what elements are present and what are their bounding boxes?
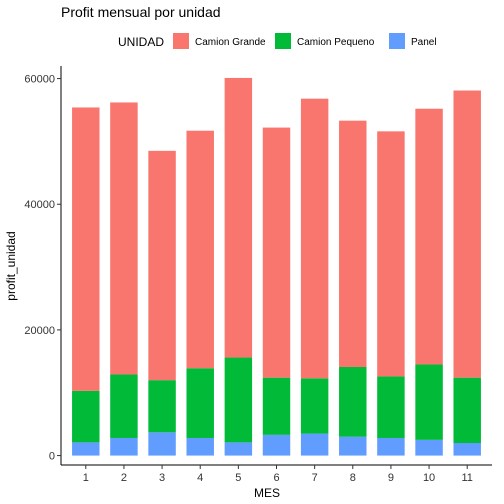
x-tick-label-10: 11 — [461, 472, 472, 484]
legend-swatch-2 — [389, 33, 405, 49]
bar-8-series-2 — [339, 436, 367, 456]
x-tick-label-0: 1 — [83, 472, 89, 484]
y-axis-label: profit_unidad — [4, 231, 18, 300]
x-axis: 1 2 3 4 5 6 7 8 9 10 11 — [61, 464, 492, 484]
x-tick-label-9: 10 — [423, 472, 435, 484]
bar-11-series-0 — [453, 90, 481, 378]
chart-title: Profit mensual por unidad — [61, 4, 221, 20]
bar-6-series-2 — [262, 434, 291, 456]
legend-swatch-0 — [173, 33, 189, 49]
legend-title: UNIDAD — [118, 35, 164, 49]
y-tick-label-3: 60000 — [24, 74, 55, 86]
y-tick-label-0: 0 — [49, 451, 55, 463]
legend-label-2: Panel — [411, 37, 437, 48]
legend-label-1: Camion Pequeno — [297, 37, 375, 48]
bar-2-series-1 — [110, 374, 138, 438]
x-tick-label-6: 7 — [312, 472, 318, 484]
bar-6-series-0 — [262, 127, 291, 378]
bar-9-series-1 — [377, 376, 405, 438]
bars — [72, 77, 481, 456]
bar-1-series-2 — [72, 442, 100, 456]
x-tick-label-3: 4 — [197, 472, 203, 484]
bar-11-series-2 — [453, 443, 481, 456]
bar-3-series-2 — [148, 432, 176, 456]
x-axis-label: MES — [254, 486, 280, 500]
y-tick-label-2: 40000 — [24, 199, 55, 211]
bar-1-series-0 — [72, 107, 100, 391]
bar-7-series-0 — [300, 98, 329, 379]
bar-9-series-2 — [377, 437, 405, 456]
bar-2-series-2 — [110, 437, 138, 456]
x-tick-label-8: 9 — [388, 472, 394, 484]
bar-4-series-2 — [186, 437, 214, 456]
bar-6-series-1 — [262, 377, 291, 435]
bar-1-series-1 — [72, 390, 100, 443]
bar-5-series-1 — [224, 357, 253, 443]
x-tick-label-2: 3 — [159, 472, 165, 484]
bar-8-series-0 — [339, 120, 367, 367]
bar-5-series-2 — [224, 442, 253, 456]
y-tick-label-1: 20000 — [24, 325, 55, 337]
bar-10-series-2 — [415, 439, 443, 456]
x-tick-label-1: 2 — [121, 472, 127, 484]
bar-10-series-0 — [415, 108, 443, 365]
bar-10-series-1 — [415, 364, 443, 440]
bar-2-series-0 — [110, 102, 138, 375]
bar-5-series-0 — [224, 77, 253, 358]
legend-swatch-1 — [275, 33, 291, 49]
x-tick-label-4: 5 — [235, 472, 241, 484]
bar-7-series-1 — [300, 378, 329, 434]
legend: UNIDAD Camion Grande Camion Pequeno Panel — [118, 33, 437, 49]
bar-4-series-1 — [186, 368, 214, 438]
bar-11-series-1 — [453, 377, 481, 444]
y-axis: 0 20000 40000 60000 — [24, 66, 62, 465]
bar-3-series-1 — [148, 380, 176, 433]
bar-4-series-0 — [186, 130, 214, 369]
bar-7-series-2 — [300, 433, 329, 456]
x-tick-label-7: 8 — [350, 472, 356, 484]
bar-3-series-0 — [148, 150, 176, 381]
bar-8-series-1 — [339, 366, 367, 437]
legend-label-0: Camion Grande — [195, 37, 266, 48]
x-tick-label-5: 6 — [273, 472, 279, 484]
bar-9-series-0 — [377, 131, 405, 377]
